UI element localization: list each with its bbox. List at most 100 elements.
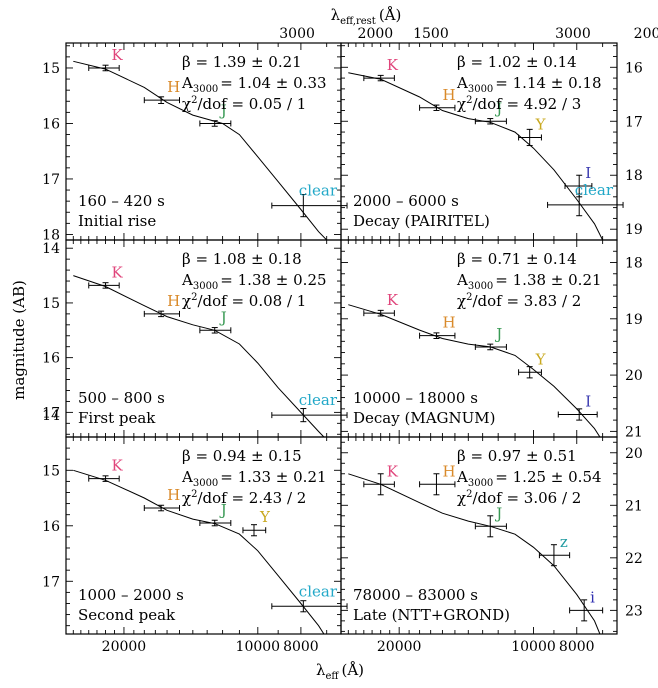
phase-label: Late (NTT+GROND)	[353, 606, 510, 624]
panel-frame	[340, 42, 618, 241]
y-tick-label: 19	[625, 222, 643, 238]
data-point-K: K	[88, 457, 124, 482]
y-tick-label: 17	[42, 574, 60, 590]
band-label: K	[387, 462, 399, 480]
a3000-symbol: A	[181, 74, 193, 92]
a3000-subscript: 3000	[468, 478, 493, 489]
band-label: H	[442, 86, 455, 104]
a3000-symbol: A	[456, 468, 468, 486]
data-point-J: J	[199, 501, 232, 527]
a3000-value: = 1.33 ± 0.21	[220, 468, 326, 486]
band-label: K	[387, 291, 399, 309]
data-point-Y: Y	[518, 350, 547, 379]
a3000-stat: A3000 = 1.14 ± 0.18	[456, 74, 602, 95]
a3000-symbol: A	[456, 74, 468, 92]
band-label: Y	[259, 508, 271, 526]
panel-frame	[65, 42, 342, 241]
phase-label: First peak	[78, 409, 156, 427]
time-range-label: 500 – 800 s	[78, 389, 165, 407]
top-tick-label: 3000	[279, 26, 315, 42]
y-tick-label: 18	[625, 168, 643, 184]
chi2-stat: χ2/dof = 2.43 / 2	[182, 489, 306, 507]
data-point-J: J	[474, 325, 507, 351]
data-point-K: K	[363, 56, 399, 82]
band-label: H	[167, 486, 180, 504]
time-range-label: 1000 – 2000 s	[78, 586, 184, 604]
a3000-value: = 1.38 ± 0.25	[220, 271, 326, 289]
band-label: K	[112, 263, 124, 281]
data-point-K: K	[88, 263, 124, 289]
phase-label: Second peak	[78, 606, 176, 624]
y-tick-label: 20	[625, 368, 643, 384]
a3000-stat: A3000 = 1.04 ± 0.33	[181, 74, 327, 95]
y-tick-label: 17	[42, 172, 60, 188]
a3000-subscript: 3000	[193, 281, 218, 292]
beta-stat: β = 0.97 ± 0.51	[457, 447, 577, 465]
chi2-symbol: χ	[182, 95, 191, 113]
chi2-value: /dof = 3.06 / 2	[472, 489, 581, 507]
band-label: clear	[299, 391, 338, 409]
band-label: H	[167, 292, 180, 310]
band-label: clear	[299, 182, 338, 200]
y-tick-label: 22	[625, 551, 643, 567]
y-tick-label: 14	[42, 408, 60, 424]
band-label: J	[494, 325, 502, 343]
beta-stat: β = 1.02 ± 0.14	[457, 53, 577, 71]
chi2-stat: χ2/dof = 3.83 / 2	[457, 292, 581, 310]
model-curve	[348, 72, 604, 240]
y-tick-label: 17	[625, 114, 643, 130]
model-curve	[73, 469, 325, 634]
time-range-label: 160 – 420 s	[78, 192, 165, 210]
panel-frame	[340, 436, 618, 635]
band-label: J	[494, 99, 502, 117]
chi2-stat: χ2/dof = 4.92 / 3	[457, 95, 581, 113]
band-label: J	[494, 504, 502, 522]
data-point-I: I	[557, 392, 598, 421]
chi2-value: /dof = 2.43 / 2	[197, 489, 306, 507]
a3000-symbol: A	[181, 468, 193, 486]
a3000-symbol: A	[456, 271, 468, 289]
data-point-clear: clear	[271, 391, 348, 423]
data-point-I: I	[564, 164, 593, 198]
y-tick-label: 15	[42, 61, 60, 77]
band-label: J	[219, 308, 227, 326]
data-point-Y: Y	[242, 508, 271, 537]
a3000-subscript: 3000	[468, 281, 493, 292]
x-tick-label: 10000	[511, 639, 556, 655]
model-curve	[348, 304, 601, 437]
band-label: Y	[535, 350, 547, 368]
a3000-subscript: 3000	[468, 84, 493, 95]
data-point-H: H	[419, 314, 456, 339]
top-tick-label: 2000	[634, 26, 658, 42]
chi2-superscript: 2	[191, 292, 197, 303]
data-point-i: i	[569, 588, 604, 622]
band-label: H	[442, 314, 455, 332]
y-tick-label: 21	[625, 498, 643, 514]
chi2-value: /dof = 3.83 / 2	[472, 292, 581, 310]
chi2-stat: χ2/dof = 3.06 / 2	[457, 489, 581, 507]
y-tick-label: 18	[625, 256, 643, 272]
chi2-value: /dof = 0.05 / 1	[197, 95, 306, 113]
bottom-axis-label-symbol: λ	[316, 661, 326, 679]
x-tick-label: 8000	[559, 639, 595, 655]
band-label: z	[560, 533, 568, 551]
chi2-value: /dof = 0.08 / 1	[197, 292, 306, 310]
chi2-superscript: 2	[466, 292, 472, 303]
y-tick-label: 20	[625, 446, 643, 462]
y-tick-label: 16	[42, 519, 60, 535]
chi2-stat: χ2/dof = 0.08 / 1	[182, 292, 306, 310]
a3000-subscript: 3000	[193, 478, 218, 489]
time-range-label: 10000 – 18000 s	[353, 389, 478, 407]
a3000-symbol: A	[181, 271, 193, 289]
x-tick-label: 20000	[377, 639, 422, 655]
data-point-clear: clear	[271, 182, 348, 218]
data-point-H: H	[419, 86, 456, 111]
a3000-value: = 1.38 ± 0.21	[495, 271, 601, 289]
band-label: H	[167, 78, 180, 96]
x-tick-label: 10000	[236, 639, 281, 655]
chi2-value: /dof = 4.92 / 3	[472, 95, 581, 113]
chi2-superscript: 2	[466, 95, 472, 106]
